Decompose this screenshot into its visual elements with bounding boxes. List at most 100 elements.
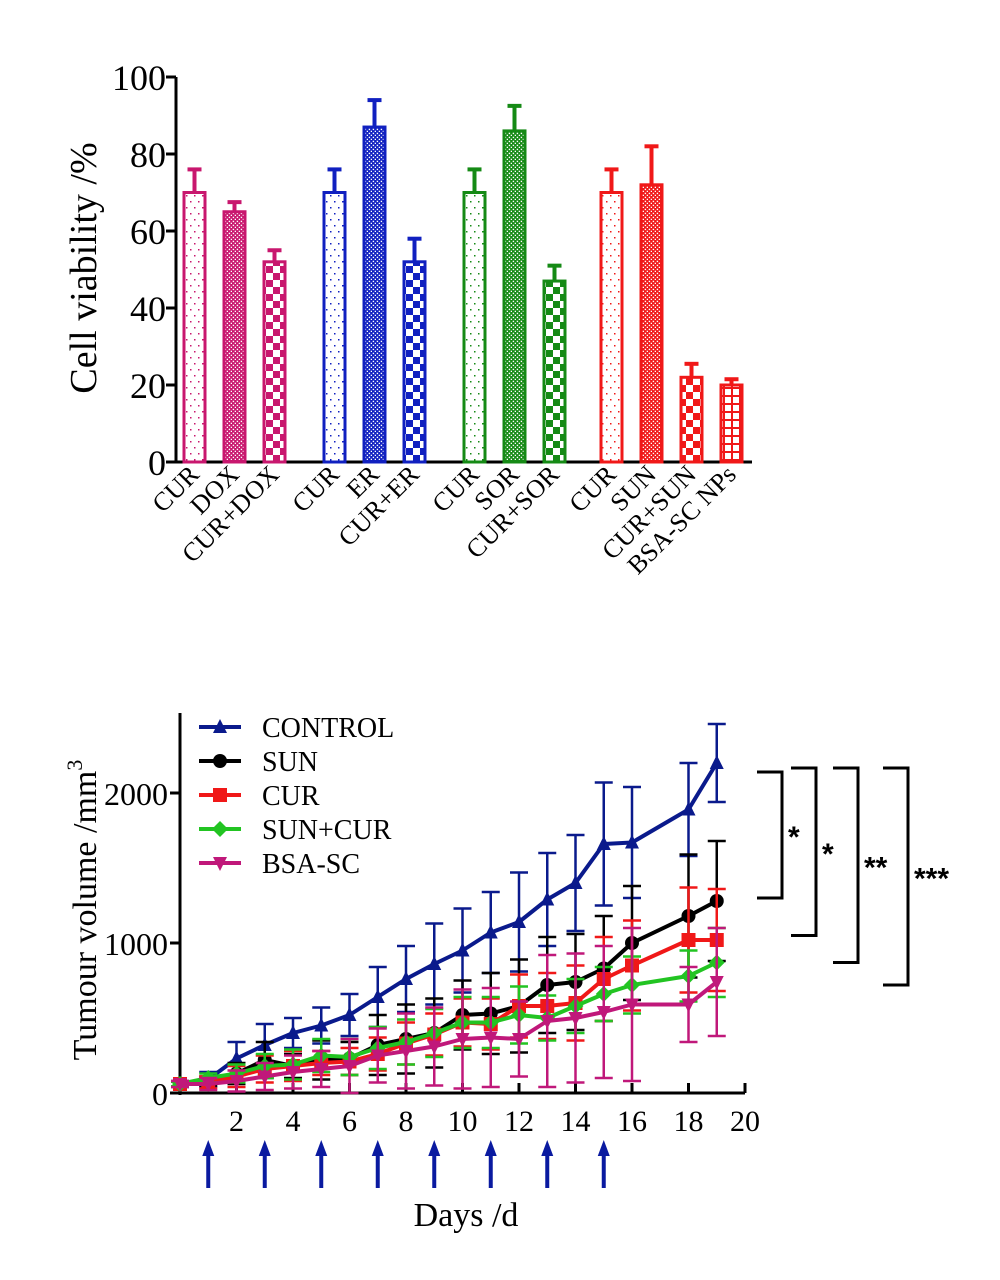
bracket-line xyxy=(757,770,784,900)
marker-triangle-down xyxy=(342,1060,357,1074)
line-x-tick-label: 12 xyxy=(504,1105,534,1138)
marker-triangle-up xyxy=(342,1007,357,1021)
line-y-axis-label: Tumour volume /mm3 xyxy=(62,760,104,1061)
marker-triangle-up xyxy=(399,971,413,985)
marker-triangle-down xyxy=(483,1031,498,1046)
marker-triangle-down xyxy=(596,1006,611,1020)
series-control xyxy=(171,722,726,1090)
line-x-tick-label: 4 xyxy=(286,1105,301,1138)
legend-label: CONTROL xyxy=(262,713,394,744)
arrow-head xyxy=(258,1140,271,1156)
marker-triangle-up xyxy=(568,875,583,889)
bar-y-tick-label: 20 xyxy=(130,366,166,406)
marker-triangle-down xyxy=(314,1063,329,1077)
significance-brackets: ** ** *** xyxy=(757,766,949,987)
marker-triangle-up xyxy=(229,1050,244,1065)
legend-item: BSA-SC xyxy=(199,849,360,880)
dosing-arrow-icon xyxy=(258,1140,271,1188)
significance-bracket: * xyxy=(757,770,800,900)
arrow-head xyxy=(541,1140,554,1156)
legend-item: SUN+CUR xyxy=(199,815,392,846)
bar xyxy=(362,98,387,464)
marker-diamond xyxy=(212,821,228,837)
bar xyxy=(322,167,347,464)
legend-item: SUN xyxy=(199,747,318,778)
bar-rect xyxy=(502,129,527,464)
marker-triangle-up xyxy=(286,1025,300,1039)
marker-triangle-up xyxy=(314,1017,329,1032)
marker-circle xyxy=(213,754,227,768)
bar xyxy=(222,200,247,464)
bar xyxy=(502,103,527,464)
line-x-tick-label: 20 xyxy=(730,1105,760,1138)
bar-y-tick-label: 0 xyxy=(148,443,166,483)
series-sun xyxy=(171,839,726,1091)
bar xyxy=(542,263,567,464)
marker-triangle-down xyxy=(229,1075,244,1089)
marker-square xyxy=(681,933,696,947)
cell-viability-bar-chart: 0 20 40 60 80 100 Cell viability /% CURDOXCUR… xyxy=(63,58,752,580)
tumour-volume-line-chart: 0 1000 2000 2 4 6 8 10 12 14 16 18 20 Tumour volume … xyxy=(62,713,949,1234)
bar-rect xyxy=(542,279,567,464)
arrow-head xyxy=(484,1140,497,1156)
bar-rect xyxy=(182,191,207,464)
dosing-arrow-icon xyxy=(541,1140,554,1188)
arrow-head xyxy=(428,1140,441,1156)
bar-rect xyxy=(402,260,427,464)
bar-rect xyxy=(639,183,664,464)
series-group xyxy=(171,722,726,1095)
marker-triangle-up xyxy=(512,914,526,928)
marker-triangle-up xyxy=(427,956,442,970)
marker-triangle-up xyxy=(681,801,696,816)
bar xyxy=(719,377,744,464)
bar xyxy=(639,144,664,464)
series-line xyxy=(179,761,719,1086)
significance-label: * xyxy=(788,821,800,854)
bracket-line xyxy=(791,766,818,937)
marker-square xyxy=(213,788,227,802)
bar xyxy=(402,236,427,464)
marker-triangle-down xyxy=(399,1045,413,1059)
bar-y-tick-label: 100 xyxy=(112,58,166,98)
line-x-axis-label: Days /d xyxy=(414,1197,519,1234)
marker-triangle-up xyxy=(455,942,470,957)
bar-rect xyxy=(719,383,744,464)
marker-triangle-up xyxy=(483,924,498,939)
bar-y-tick-label: 40 xyxy=(130,289,166,329)
line-x-tick-label: 2 xyxy=(229,1105,244,1138)
bar-rect xyxy=(362,125,387,464)
arrow-head xyxy=(371,1140,384,1156)
legend-label: CUR xyxy=(262,781,320,812)
legend-label: BSA-SC xyxy=(262,849,360,880)
legend-label: SUN xyxy=(262,747,318,778)
marker-triangle-down xyxy=(370,1049,385,1064)
dosing-arrows xyxy=(202,1140,610,1188)
line-y-tick-label: 2000 xyxy=(104,776,168,812)
significance-bracket: * xyxy=(791,766,834,937)
dosing-arrow-icon xyxy=(428,1140,441,1188)
legend-item: CUR xyxy=(199,781,320,812)
bar xyxy=(462,167,487,464)
bar xyxy=(599,167,624,464)
arrow-head xyxy=(597,1140,610,1156)
marker-triangle-down xyxy=(512,1033,526,1047)
bracket-line xyxy=(833,766,860,964)
line-x-tick-label: 14 xyxy=(561,1105,591,1138)
significance-label: *** xyxy=(914,863,949,896)
bar-rect xyxy=(599,191,624,464)
marker-triangle-up xyxy=(213,719,227,733)
line-y-tick-label: 1000 xyxy=(104,926,168,962)
legend-label: SUN+CUR xyxy=(262,815,392,846)
marker-triangle-up xyxy=(625,834,639,849)
significance-label: ** xyxy=(864,851,888,884)
marker-triangle-down xyxy=(709,976,724,990)
bar-x-tick-label: CUR xyxy=(286,459,345,518)
marker-triangle-down xyxy=(568,1012,583,1026)
line-x-tick-label: 16 xyxy=(617,1105,647,1138)
line-y-axis-label-superscript: 3 xyxy=(62,760,87,771)
line-axes: 0 1000 2000 2 4 6 8 10 12 14 16 18 20 xyxy=(104,713,760,1138)
line-x-tick-label: 10 xyxy=(448,1105,478,1138)
arrow-head xyxy=(315,1140,328,1156)
